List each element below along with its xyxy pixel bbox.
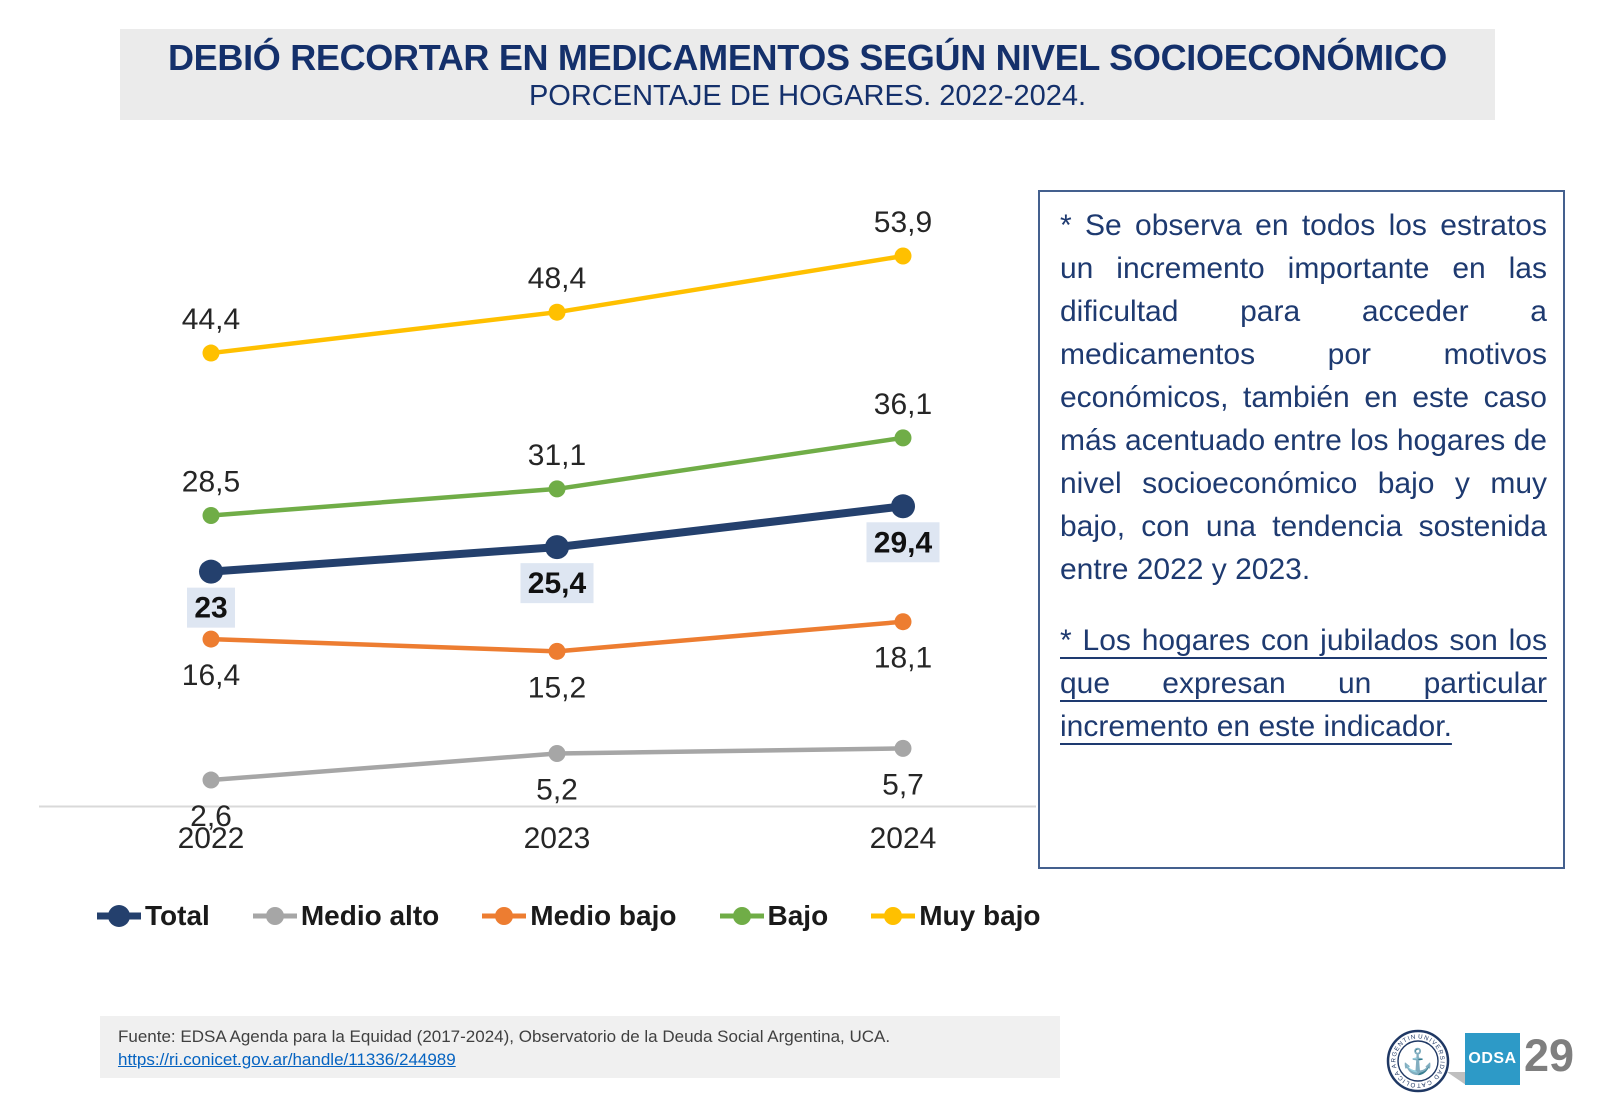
legend-dot-medio-bajo (495, 907, 514, 925)
data-point-bajo-2024 (894, 429, 912, 447)
uca-seal-logo: UNIVERSIDAD CATÓLICA ARGENTINA ⚓ (1386, 1029, 1450, 1093)
data-label-medio-bajo-2022: 16,4 (182, 659, 240, 692)
x-axis-tick-label: 2024 (870, 822, 937, 855)
source-text: Fuente: EDSA Agenda para la Equidad (201… (118, 1027, 891, 1046)
data-label-medio-bajo-2023: 15,2 (528, 671, 586, 704)
legend-dot-muy-bajo (884, 907, 903, 925)
page-number: 29 (1524, 1030, 1575, 1081)
data-label-muy-bajo-2024: 53,9 (874, 206, 932, 239)
data-label-muy-bajo-2023: 48,4 (528, 262, 586, 295)
title-banner: DEBIÓ RECORTAR EN MEDICAMENTOS SEGÚN NIV… (120, 29, 1495, 120)
data-label-medio-alto-2023: 5,2 (536, 773, 578, 806)
data-label-medio-alto-2022: 2,6 (190, 800, 232, 833)
legend-item-medio-alto: Medio alto (252, 900, 439, 932)
data-label-total-2024: 29,4 (874, 526, 933, 559)
legend-marker-medio-bajo (482, 907, 527, 925)
data-point-medio-bajo-2023 (548, 642, 566, 660)
source-link[interactable]: https://ri.conicet.gov.ar/handle/11336/2… (118, 1050, 456, 1069)
data-point-medio-alto-2023 (548, 744, 566, 762)
anchor-icon: ⚓ (1402, 1047, 1433, 1076)
legend-label-muy-bajo: Muy bajo (919, 900, 1041, 931)
data-point-muy-bajo-2023 (548, 303, 566, 321)
data-point-medio-alto-2024 (894, 739, 912, 757)
odsa-badge-tail (1447, 1072, 1466, 1085)
data-point-muy-bajo-2022 (202, 344, 220, 362)
line-chart: 2022 2023 2024 2,6 5,2 5,7 16,4 15,2 18,1 28,5 31,… (39, 206, 1036, 855)
data-point-total-2022 (199, 559, 223, 584)
data-point-medio-bajo-2022 (202, 630, 220, 648)
data-label-medio-alto-2024: 5,7 (882, 768, 924, 801)
odsa-badge: ODSA (1465, 1033, 1520, 1085)
legend-label-bajo: Bajo (767, 900, 829, 931)
legend-dot-bajo (732, 907, 751, 925)
data-point-total-2023 (545, 535, 569, 560)
data-label-muy-bajo-2022: 44,4 (182, 303, 240, 336)
legend-item-bajo: Bajo (719, 900, 829, 932)
legend-item-medio-bajo: Medio bajo (481, 900, 677, 932)
legend-item-total: Total (96, 900, 210, 932)
legend-marker-muy-bajo (871, 907, 916, 925)
annotation-paragraph-1: * Se observa en todos los estratos un in… (1060, 209, 1547, 586)
data-label-highlight-total-2023 (520, 563, 594, 604)
annotation-box: * Se observa en todos los estratos un in… (1038, 190, 1565, 869)
data-label-highlight-total-2024 (866, 522, 940, 563)
data-label-medio-bajo-2024: 18,1 (874, 642, 932, 675)
legend-marker-medio-alto (252, 907, 297, 925)
slide-title: DEBIÓ RECORTAR EN MEDICAMENTOS SEGÚN NIV… (167, 37, 1447, 78)
data-label-bajo-2024: 36,1 (874, 388, 932, 421)
footer-source-box: Fuente: EDSA Agenda para la Equidad (201… (100, 1016, 1060, 1078)
annotation-paragraph-2: * Los hogares con jubilados son los que … (1060, 624, 1547, 743)
data-point-bajo-2023 (548, 480, 566, 498)
data-point-bajo-2022 (202, 506, 220, 524)
data-label-bajo-2022: 28,5 (182, 465, 240, 498)
data-label-bajo-2023: 31,1 (528, 439, 586, 472)
legend-marker-bajo (719, 907, 764, 925)
data-point-muy-bajo-2024 (894, 247, 912, 265)
legend: Total Medio alto Medio bajo Bajo Muy bajo (96, 900, 1041, 932)
legend-label-medio-bajo: Medio bajo (530, 900, 677, 931)
data-point-medio-bajo-2024 (894, 613, 912, 631)
legend-label-medio-alto: Medio alto (300, 900, 440, 931)
data-label-total-2023: 25,4 (528, 567, 587, 600)
legend-dot-medio-alto (265, 907, 284, 925)
legend-dot-total (108, 905, 130, 927)
data-point-total-2024 (891, 494, 915, 519)
seal-inner-ring (1397, 1040, 1439, 1082)
seal-outer-ring (1386, 1029, 1450, 1093)
legend-item-muy-bajo: Muy bajo (870, 900, 1041, 932)
slide-subtitle: PORCENTAJE DE HOGARES. 2022-2024. (528, 80, 1087, 112)
data-label-total-2022: 23 (194, 592, 227, 625)
legend-label-total: Total (145, 900, 210, 931)
x-axis-tick-label: 2022 (178, 822, 245, 855)
data-label-highlight-total-2022 (187, 587, 235, 628)
x-axis-tick-label: 2023 (524, 822, 591, 855)
legend-marker-total (97, 905, 141, 927)
data-point-medio-alto-2022 (202, 771, 220, 789)
